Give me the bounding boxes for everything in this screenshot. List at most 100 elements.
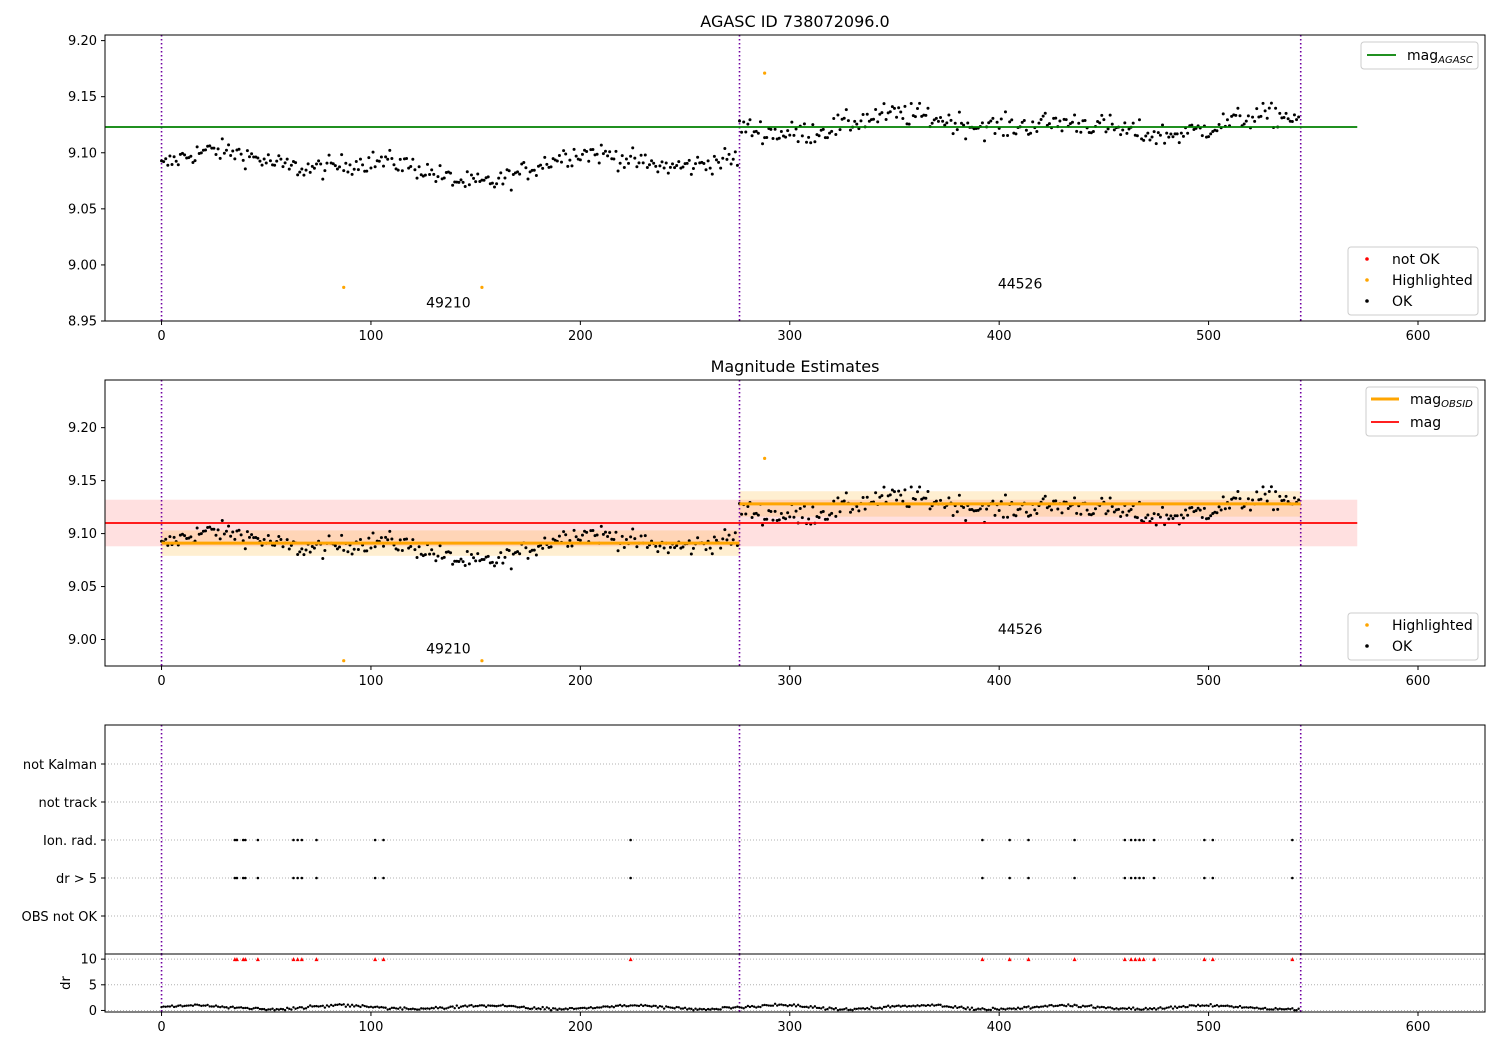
dr-point <box>903 1004 907 1007</box>
ok-point <box>1058 119 1062 123</box>
ok-point <box>754 129 758 133</box>
ok-point <box>591 528 595 532</box>
chart-title: AGASC ID 738072096.0 <box>700 12 889 31</box>
ok-point <box>415 176 419 180</box>
ok-point <box>432 552 436 556</box>
x-tick-label: 200 <box>568 674 593 689</box>
dr-point <box>380 1005 383 1009</box>
ok-point <box>821 510 825 514</box>
dr-point <box>941 1005 944 1008</box>
ok-point <box>379 155 383 159</box>
dr-point <box>1073 1003 1076 1007</box>
y-tick-label: 10 <box>80 953 97 968</box>
ok-point <box>405 156 409 160</box>
dr-point <box>281 1008 285 1011</box>
ok-point <box>1022 119 1026 123</box>
ok-point <box>848 510 852 514</box>
ok-point <box>1242 504 1246 508</box>
dr-point <box>1131 1006 1135 1009</box>
ok-point <box>637 161 641 165</box>
ok-point <box>624 537 628 541</box>
ok-point <box>1236 490 1240 494</box>
dr-point <box>273 1009 276 1012</box>
dr-point <box>285 1006 289 1010</box>
ok-point <box>243 167 247 171</box>
ok-point <box>1278 494 1282 498</box>
dr-point <box>340 1003 343 1007</box>
ok-point <box>1024 128 1028 132</box>
dr-point <box>476 1004 479 1008</box>
ok-point <box>867 119 871 123</box>
ok-point <box>712 154 716 158</box>
ok-point <box>168 154 172 158</box>
ok-point <box>1123 121 1127 125</box>
ok-point <box>1236 106 1240 110</box>
ok-point <box>1119 133 1123 137</box>
dr-point <box>453 1007 456 1010</box>
dr-point <box>315 1004 318 1008</box>
ok-point <box>606 535 610 539</box>
ok-point <box>482 558 486 562</box>
ok-point <box>964 137 968 141</box>
ok-point <box>275 159 279 163</box>
ok-points <box>160 101 1301 192</box>
dr-point <box>738 1006 741 1009</box>
dr-point <box>579 1006 582 1010</box>
highlighted-point <box>342 659 346 663</box>
ok-point <box>924 113 928 117</box>
ok-point <box>218 537 222 541</box>
ok-point <box>264 161 268 165</box>
ok-point <box>216 147 220 151</box>
ok-point <box>614 530 618 534</box>
flag-point <box>1073 838 1076 842</box>
ok-point <box>654 164 658 168</box>
flag-point <box>629 838 632 842</box>
dr-point <box>367 1005 371 1009</box>
ok-point <box>913 115 917 119</box>
dr-point <box>323 1006 327 1009</box>
ok-point <box>340 533 344 537</box>
dr-point <box>248 1007 251 1011</box>
ok-point <box>777 136 781 140</box>
dr-point <box>306 1005 310 1009</box>
ok-point <box>229 534 233 538</box>
ok-point <box>660 160 664 164</box>
ok-point <box>568 158 572 162</box>
dr-point <box>269 1008 272 1011</box>
legend-marker <box>1365 278 1369 282</box>
dr-point <box>493 1004 496 1008</box>
ok-point <box>289 163 293 167</box>
dr-point <box>972 1008 976 1012</box>
dr-point <box>1213 1004 1217 1008</box>
ok-point <box>855 505 859 509</box>
ok-point <box>310 544 314 548</box>
dr-point <box>1044 1004 1047 1008</box>
ok-point <box>358 157 362 161</box>
ok-point <box>823 517 827 521</box>
dr-point <box>993 1007 997 1010</box>
dr-point <box>254 1006 257 1010</box>
dr-point <box>813 1005 817 1008</box>
dr-point <box>880 1007 884 1010</box>
ok-point <box>624 157 628 161</box>
ok-point <box>532 548 536 552</box>
ok-point <box>939 498 943 502</box>
ok-point <box>1137 118 1141 122</box>
dr-point <box>713 1007 716 1011</box>
dr-point <box>181 1005 184 1008</box>
dr-point <box>1142 1008 1145 1011</box>
ok-point <box>828 131 832 135</box>
ok-point <box>1135 134 1139 138</box>
ok-point <box>298 550 302 554</box>
dr-point <box>868 1007 871 1011</box>
dr-point <box>1167 1006 1170 1009</box>
dr-point <box>1180 1005 1183 1009</box>
ok-point <box>428 552 432 556</box>
ok-point <box>714 538 718 542</box>
flag-point <box>256 876 260 880</box>
ok-point <box>943 123 947 127</box>
dr-point <box>420 1007 423 1010</box>
ok-point <box>1150 135 1154 139</box>
legend-marker <box>1365 257 1369 261</box>
dr-point <box>715 1007 718 1011</box>
